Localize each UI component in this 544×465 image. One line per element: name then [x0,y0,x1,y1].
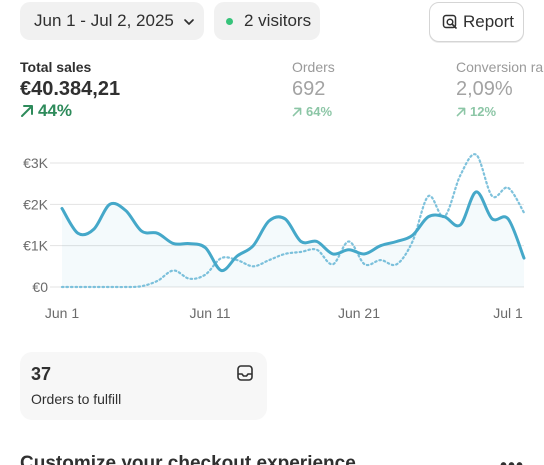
orders-to-fulfill-card[interactable]: 37 Orders to fulfill [20,352,267,420]
report-button[interactable]: Report [429,2,524,42]
comparison-series-line [60,153,526,289]
metric-change: 12% [456,102,543,122]
metric-change-value: 64% [306,104,333,119]
live-dot-icon [226,17,233,25]
visitors-label: 2 visitors [244,11,312,30]
metric-change-value: 44% [38,101,73,120]
inbox-icon [237,365,253,381]
more-options-button[interactable]: ••• [500,455,524,465]
x-tick-label: Jun 1 [45,305,79,321]
chevron-down-icon [182,14,196,28]
y-tick-label: €2K [23,196,49,212]
metric-conversion-rate[interactable]: Conversion ra 2,09% 12% [456,58,543,122]
toolbar: Jun 1 - Jul 2, 2025 2 visitors Report [0,0,544,44]
arrow-up-right-icon [21,105,33,117]
metric-label: Total sales [20,59,92,75]
arrow-up-right-icon [456,107,466,117]
x-tick-label: Jun 21 [338,305,380,321]
metric-value: 692 [292,78,326,100]
metric-orders[interactable]: Orders 692 64% [292,58,335,122]
series-area [62,191,524,287]
metric-value: 2,09% [456,78,513,100]
orders-count: 37 [31,364,52,384]
metric-total-sales[interactable]: Total sales €40.384,21 44% [20,58,120,121]
section-title: Customize your checkout experience [20,453,356,465]
metric-label: Orders [292,59,335,75]
y-tick-label: €1K [23,238,49,254]
x-tick-label: Jun 11 [190,305,231,321]
metric-change: 64% [292,102,335,122]
metric-change: 44% [20,101,120,121]
report-icon [442,14,457,29]
orders-label: Orders to fulfill [31,391,122,407]
x-tick-label: Jul 1 [493,305,523,321]
date-range-label: Jun 1 - Jul 2, 2025 [34,11,174,30]
date-range-picker[interactable]: Jun 1 - Jul 2, 2025 [20,2,204,40]
metric-value: €40.384,21 [20,78,121,100]
arrow-up-right-icon [292,107,302,117]
metric-change-value: 12% [470,104,497,119]
current-series-line [60,190,526,273]
sales-chart[interactable]: €0 €1K €2K €3K Jun 1 Jun 11 Jun 21 Jul 1 [0,150,544,330]
metric-label: Conversion ra [456,59,544,75]
y-tick-label: €0 [32,279,48,295]
live-visitors-button[interactable]: 2 visitors [214,2,320,40]
y-tick-label: €3K [23,155,49,171]
report-label: Report [463,12,515,31]
